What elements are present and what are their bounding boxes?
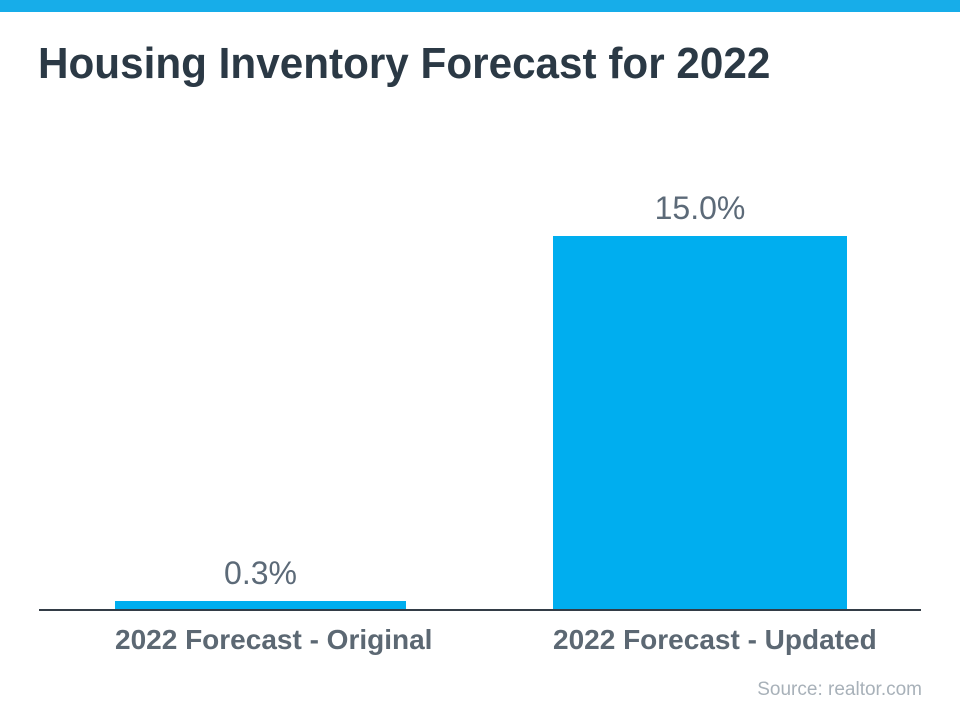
bar-updated	[553, 236, 847, 609]
bar-group-updated: 15.0%	[553, 190, 847, 609]
chart-title: Housing Inventory Forecast for 2022	[38, 39, 771, 88]
bar-chart-plot-area: 0.3% 15.0%	[39, 190, 921, 611]
value-label-updated: 15.0%	[654, 190, 746, 226]
source-attribution: Source: realtor.com	[757, 679, 922, 700]
bar-group-original: 0.3%	[115, 190, 406, 609]
bar-original	[115, 601, 406, 609]
category-label-original: 2022 Forecast - Original	[115, 624, 433, 655]
value-label-original: 0.3%	[224, 555, 297, 591]
category-label-updated: 2022 Forecast - Updated	[553, 624, 877, 655]
top-accent-strip	[0, 0, 960, 12]
